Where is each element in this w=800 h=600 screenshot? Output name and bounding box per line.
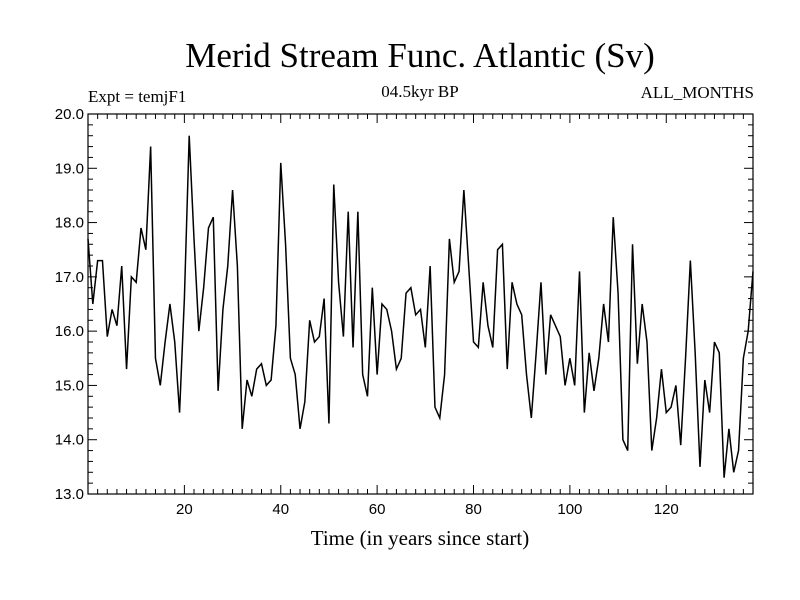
x-tick-label: 60 — [369, 501, 386, 518]
x-tick-label: 120 — [654, 501, 679, 518]
x-axis-label: Time (in years since start) — [310, 526, 530, 550]
series-line — [87, 135, 754, 478]
x-tick-label: 100 — [557, 501, 582, 518]
months-label: ALL_MONTHS — [640, 83, 754, 102]
y-tick-label: 17.0 — [55, 269, 84, 286]
x-tick-label: 40 — [272, 501, 289, 518]
plot-frame — [87, 113, 754, 495]
period-label: 04.5kyr BP — [381, 82, 459, 101]
y-tick-label: 14.0 — [55, 432, 84, 449]
x-tick-label: 80 — [465, 501, 482, 518]
experiment-label: Expt = temjF1 — [88, 87, 187, 106]
y-tick-label: 18.0 — [55, 215, 84, 232]
y-tick-label: 16.0 — [55, 323, 84, 340]
y-tick-label: 19.0 — [55, 160, 84, 177]
y-tick-label: 15.0 — [55, 377, 84, 394]
y-tick-label: 20.0 — [55, 106, 84, 123]
chart-title: Merid Stream Func. Atlantic (Sv) — [185, 36, 655, 75]
y-tick-label: 13.0 — [55, 486, 84, 503]
x-tick-label: 20 — [176, 501, 193, 518]
